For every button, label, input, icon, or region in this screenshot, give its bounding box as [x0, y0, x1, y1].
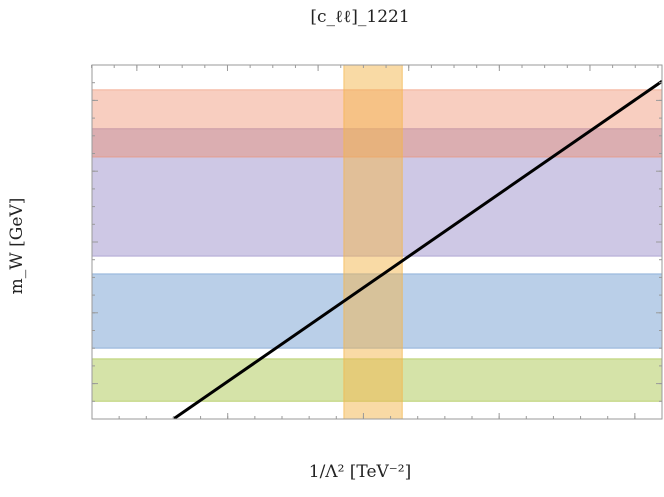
axis-ticks: [91, 64, 663, 420]
x2-axis-title: [c_ℓℓ]_1221: [310, 7, 409, 27]
vertical-band-rect: [343, 64, 403, 420]
vertical-band: [343, 64, 403, 420]
y-axis-title: m_W [GeV]: [7, 198, 27, 295]
series-lines: [172, 80, 662, 419]
x-axis-title: 1/Λ² [TeV⁻²]: [309, 462, 411, 482]
series-line-0: [172, 80, 662, 419]
